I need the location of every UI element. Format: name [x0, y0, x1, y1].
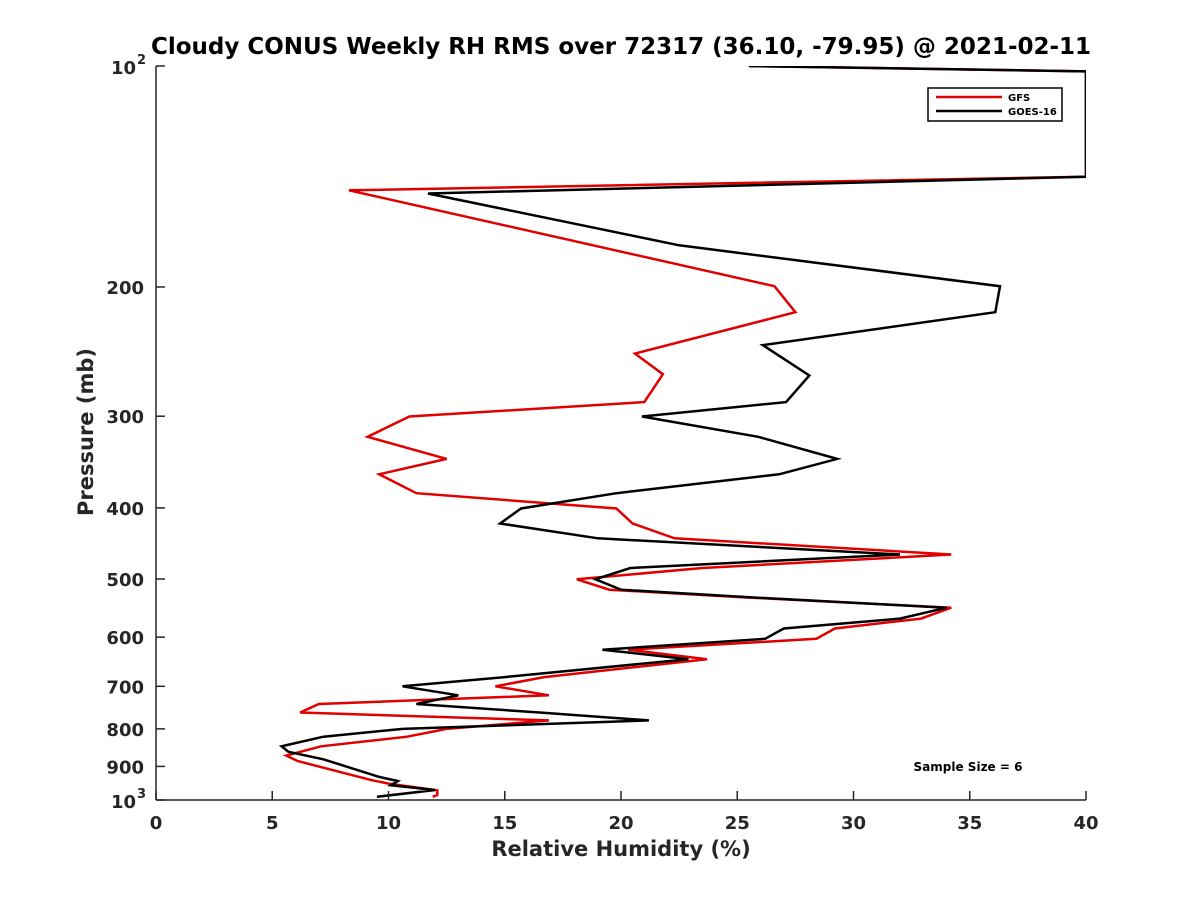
y-tick-label: 10 — [111, 792, 136, 813]
x-axis-label: Relative Humidity (%) — [491, 837, 750, 861]
y-tick-label: 400 — [106, 499, 144, 520]
y-tick-label: 200 — [106, 278, 144, 299]
legend-label-goes16: GOES-16 — [1008, 107, 1057, 118]
legend: GFS GOES-16 — [927, 87, 1063, 122]
legend-box — [927, 87, 1063, 122]
series-layer — [278, 66, 1086, 799]
y-tick-label: 700 — [106, 677, 144, 698]
series-line-goes16 — [278, 66, 1086, 799]
y-tick-label: 900 — [106, 757, 144, 778]
x-tick-label: 40 — [1073, 813, 1098, 834]
x-tick-label: 15 — [492, 813, 517, 834]
legend-label-gfs: GFS — [1008, 93, 1030, 104]
y-tick-label: 500 — [106, 570, 144, 591]
x-tick-label: 10 — [376, 813, 401, 834]
x-tick-label: 5 — [266, 813, 279, 834]
y-tick-label: 10 — [111, 58, 136, 79]
x-tick-label: 25 — [725, 813, 750, 834]
x-tick-label: 35 — [957, 813, 982, 834]
chart-title: Cloudy CONUS Weekly RH RMS over 72317 (3… — [151, 34, 1091, 60]
y-tick-exponent: 2 — [137, 53, 146, 68]
y-tick-exponent: 3 — [137, 787, 146, 802]
axes — [155, 66, 1086, 801]
y-tick-label: 300 — [106, 407, 144, 428]
x-tick-label: 20 — [608, 813, 633, 834]
y-tick-label: 600 — [106, 628, 144, 649]
x-tick-label: 30 — [841, 813, 866, 834]
y-tick-label: 800 — [106, 720, 144, 741]
sample-size-annotation: Sample Size = 6 — [914, 760, 1023, 774]
x-tick-label: 0 — [150, 813, 163, 834]
y-axis-label: Pressure (mb) — [74, 348, 98, 516]
